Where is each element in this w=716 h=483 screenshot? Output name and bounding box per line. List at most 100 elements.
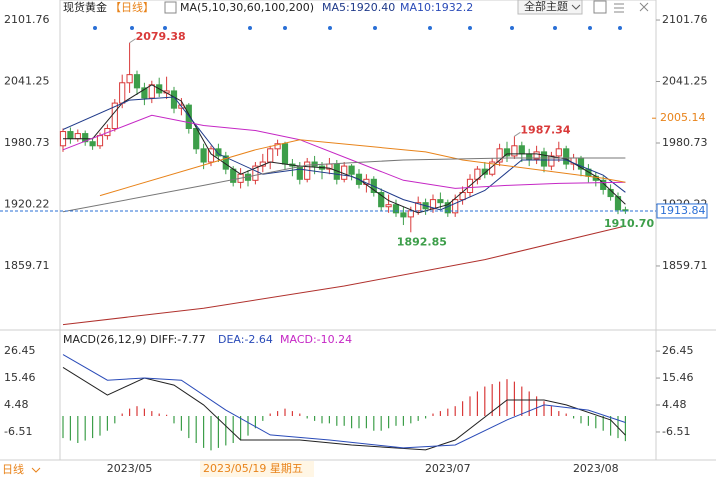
macd-title: MACD(26,12,9) bbox=[63, 333, 147, 346]
ma-line bbox=[62, 354, 626, 449]
plot-frame bbox=[59, 0, 657, 461]
y-tick-label-right: 1980.73 bbox=[662, 136, 708, 149]
candle-body bbox=[281, 143, 289, 165]
ma-line bbox=[62, 366, 626, 451]
candle-body bbox=[148, 84, 155, 99]
candle-body bbox=[126, 74, 133, 84]
candle-body bbox=[548, 155, 555, 167]
candle-body bbox=[555, 148, 562, 157]
y-tick-label: 2101.76 bbox=[4, 13, 50, 26]
y-tick-label-right: 15.46 bbox=[662, 371, 694, 384]
annotation-leader bbox=[514, 131, 521, 137]
ma-label: MA(5,10,30,60,100,200) bbox=[180, 1, 314, 14]
ma-line bbox=[62, 157, 626, 213]
annotation: 1892.85 bbox=[397, 235, 447, 248]
y-tick-label: 26.45 bbox=[4, 344, 36, 357]
candle-body bbox=[215, 148, 222, 157]
y-tick-label-right: 2041.25 bbox=[662, 75, 708, 88]
footer-period[interactable]: 日线 bbox=[2, 462, 24, 476]
symbol: 现货黄金 bbox=[63, 0, 107, 14]
ma-line bbox=[62, 96, 626, 211]
x-tick-label: 2023/05 bbox=[107, 462, 153, 475]
ma10-label: MA10:1932.2 bbox=[400, 1, 473, 14]
theme-button[interactable] bbox=[517, 0, 583, 15]
candle-body bbox=[518, 145, 525, 155]
theme-label: 全部主题 bbox=[524, 0, 568, 13]
ma-line bbox=[63, 84, 626, 214]
candle-body bbox=[133, 74, 141, 89]
candle-body bbox=[67, 131, 74, 140]
candle-body bbox=[563, 148, 570, 165]
x-tick-label: 2023/07 bbox=[425, 462, 471, 475]
candle-body bbox=[141, 87, 148, 99]
y-tick-label-right: 4.48 bbox=[662, 398, 687, 411]
candle-body bbox=[614, 196, 622, 211]
candle-body bbox=[378, 192, 385, 208]
annotation-leader bbox=[129, 38, 136, 44]
y-tick-label: 1920.22 bbox=[4, 197, 50, 210]
dropdown-icon bbox=[571, 4, 581, 10]
diff-label: DIFF:-7.77 bbox=[150, 333, 206, 346]
period: 【日线】 bbox=[110, 0, 154, 14]
candle-body bbox=[200, 148, 207, 163]
cursor-date: 2023/05/19 星期五 bbox=[203, 462, 303, 475]
close-icon[interactable] bbox=[639, 2, 649, 12]
cursor-date-box bbox=[200, 461, 314, 477]
y-tick-label-right: -6.51 bbox=[662, 425, 690, 438]
ma-line bbox=[99, 139, 626, 197]
y-tick-label: -6.51 bbox=[4, 425, 32, 438]
candle-body bbox=[415, 202, 422, 212]
event-dots bbox=[93, 26, 622, 30]
macd-label: MACD:-10.24 bbox=[280, 333, 352, 346]
candle-body bbox=[407, 210, 414, 218]
ma5-label: MA5:1920.40 bbox=[322, 1, 395, 14]
candle-body bbox=[385, 204, 392, 208]
candle-body bbox=[185, 104, 192, 130]
candle-body bbox=[437, 199, 444, 204]
marker-label: 2005.14 bbox=[660, 111, 706, 124]
y-tick-label-right: 1859.71 bbox=[662, 259, 708, 272]
y-tick-label: 1859.71 bbox=[4, 259, 50, 272]
last-price-label: 1913.84 bbox=[660, 204, 706, 217]
candle-body bbox=[496, 148, 503, 163]
checkbox[interactable] bbox=[164, 1, 177, 14]
annotation: 1910.70 bbox=[604, 217, 654, 230]
footer-dropdown[interactable] bbox=[31, 467, 41, 473]
candle-body bbox=[503, 148, 511, 157]
y-tick-label: 4.48 bbox=[4, 398, 29, 411]
last-price-box bbox=[656, 203, 708, 219]
dea-label: DEA:-2.64 bbox=[218, 333, 273, 346]
ma-line bbox=[62, 225, 626, 326]
candle-body bbox=[452, 199, 459, 214]
y-tick-label-right: 2101.76 bbox=[662, 13, 708, 26]
candle-body bbox=[96, 135, 104, 147]
candle-body bbox=[296, 165, 303, 180]
candle-body bbox=[533, 151, 540, 160]
candle-body bbox=[274, 143, 281, 150]
y-tick-label: 15.46 bbox=[4, 371, 36, 384]
candle-body bbox=[511, 145, 518, 157]
annotation: 1987.34 bbox=[520, 123, 570, 136]
candle-body bbox=[89, 141, 96, 147]
x-tick-label: 2023/08 bbox=[573, 462, 619, 475]
candle-body bbox=[392, 204, 400, 214]
y-tick-label: 1980.73 bbox=[4, 136, 50, 149]
candle-body bbox=[252, 165, 259, 181]
candle-body bbox=[600, 179, 607, 190]
candle-body bbox=[481, 168, 488, 175]
annotation: 2079.38 bbox=[136, 30, 186, 43]
candle-body bbox=[267, 148, 274, 163]
candle-body bbox=[119, 82, 126, 104]
candle-body bbox=[540, 151, 548, 167]
ma-line bbox=[62, 114, 626, 189]
settings-icon[interactable] bbox=[593, 0, 607, 14]
candle-body bbox=[348, 165, 355, 175]
menu-icon[interactable] bbox=[614, 3, 624, 13]
y-tick-label-right: 26.45 bbox=[662, 344, 694, 357]
candle-body bbox=[74, 133, 81, 140]
candle-body bbox=[400, 212, 407, 218]
candle-body bbox=[489, 161, 496, 175]
y-tick-label: 2041.25 bbox=[4, 75, 50, 88]
candle-body bbox=[311, 161, 318, 167]
